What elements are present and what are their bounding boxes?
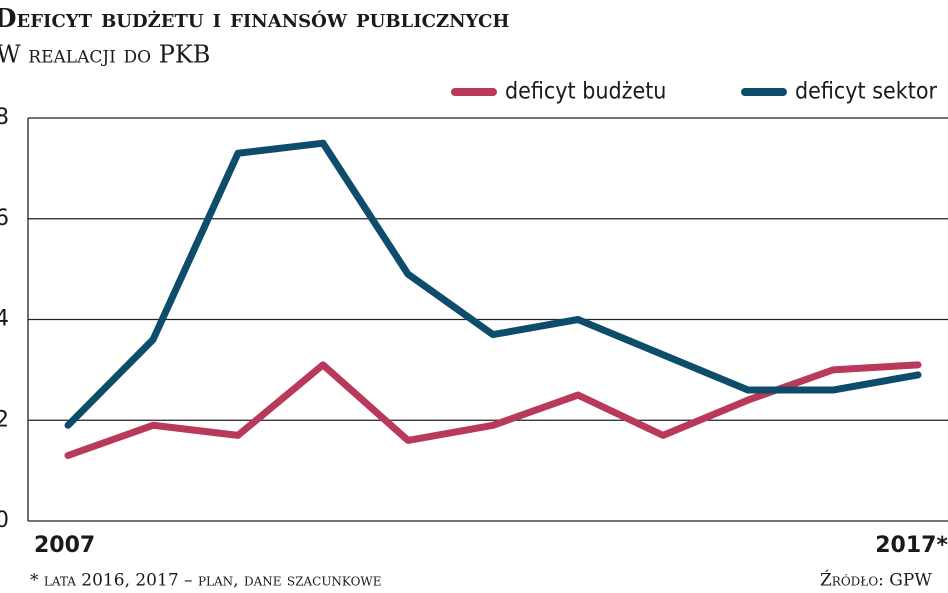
y-tick-label: 4 — [0, 307, 9, 332]
legend-label: deficyt sektor — [795, 79, 937, 105]
source: Źródło: GPW — [820, 570, 932, 591]
chart-title: Deficyt budżetu i finansów publicznych — [0, 4, 509, 34]
x-tick-label: 2017* — [875, 533, 948, 558]
y-tick-label: 6 — [0, 206, 9, 231]
y-tick-label: 8 — [0, 105, 9, 130]
footnote: * lata 2016, 2017 – plan, dane szacunkow… — [30, 571, 382, 591]
y-tick-label: 0 — [0, 508, 9, 533]
x-tick-label: 2007 — [34, 533, 95, 558]
y-tick-label: 2 — [0, 407, 9, 432]
legend-label: deficyt budżetu — [505, 79, 666, 105]
series-line — [64, 139, 922, 429]
series-line — [64, 361, 922, 460]
chart-subtitle: W realacji do PKB — [0, 41, 210, 69]
